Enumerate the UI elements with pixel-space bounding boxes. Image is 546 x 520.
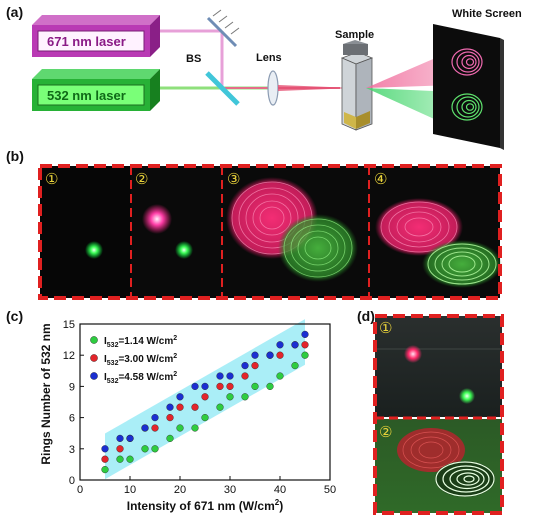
sample-cuvette bbox=[340, 40, 374, 131]
laser-671-box bbox=[32, 15, 160, 57]
point-s0-15 bbox=[291, 361, 299, 370]
point-s0-5 bbox=[166, 434, 174, 443]
point-s0-11 bbox=[241, 393, 249, 401]
point-s0-12 bbox=[251, 382, 259, 391]
point-s0-10 bbox=[226, 393, 234, 401]
point-s2-1 bbox=[116, 434, 124, 443]
point-s2-16 bbox=[301, 330, 309, 339]
y-axis-label: Rings Number of 532 nm bbox=[39, 323, 53, 464]
y-tick-label-1: 3 bbox=[69, 444, 75, 456]
point-s1-6 bbox=[176, 403, 184, 411]
y-tick-label-3: 9 bbox=[69, 381, 75, 393]
bs-label: BS bbox=[186, 53, 201, 65]
beam-splitter bbox=[205, 71, 240, 106]
point-s0-4 bbox=[151, 445, 159, 453]
laser-532-label: 532 nm laser bbox=[47, 88, 126, 103]
x-tick-label-2: 20 bbox=[174, 484, 186, 496]
white-screen bbox=[433, 24, 504, 150]
sample-label: Sample bbox=[335, 29, 374, 41]
point-s2-15 bbox=[291, 341, 299, 349]
point-s1-4 bbox=[151, 424, 159, 432]
legend-label-0: I532=1.14 W/cm2 bbox=[104, 335, 177, 349]
legend-label-2: I532=4.58 W/cm2 bbox=[104, 371, 177, 385]
point-s1-12 bbox=[251, 361, 259, 370]
point-s2-9 bbox=[216, 372, 224, 380]
b-sub-3: ③ bbox=[227, 170, 240, 188]
b-sub-4: ④ bbox=[374, 170, 387, 188]
point-s2-6 bbox=[176, 393, 184, 401]
point-s2-10 bbox=[226, 372, 234, 380]
laser-671-label: 671 nm laser bbox=[47, 34, 126, 49]
point-s1-5 bbox=[166, 413, 174, 422]
point-s2-0 bbox=[101, 445, 109, 453]
x-tick-label-4: 40 bbox=[274, 484, 286, 496]
d-sub-1: ① bbox=[379, 319, 392, 337]
d-sub-2: ② bbox=[379, 423, 392, 441]
point-s0-1 bbox=[116, 455, 124, 463]
laser-532-box bbox=[32, 69, 160, 111]
point-s1-7 bbox=[191, 403, 199, 411]
point-s0-3 bbox=[141, 445, 149, 453]
point-s0-9 bbox=[216, 403, 224, 411]
point-s0-0 bbox=[101, 466, 109, 474]
x-tick-label-1: 10 bbox=[124, 484, 136, 496]
point-s1-1 bbox=[116, 445, 124, 453]
legend-marker-1 bbox=[90, 354, 98, 362]
point-s1-0 bbox=[101, 455, 109, 463]
b-sub-2: ② bbox=[135, 170, 148, 188]
point-s0-6 bbox=[176, 424, 184, 432]
point-s2-11 bbox=[241, 361, 249, 370]
panel-b-label: (b) bbox=[6, 148, 24, 164]
point-s0-8 bbox=[201, 413, 209, 422]
x-axis-label: Intensity of 671 nm (W/cm2) bbox=[127, 498, 283, 513]
point-s0-13 bbox=[266, 382, 274, 391]
legend-label-1: I532=3.00 W/cm2 bbox=[104, 353, 177, 367]
rings-chart: 0 10 20 30 40 50 0 3 6 9 12 15 I532=1.14 W/cm2 I532=3… bbox=[39, 319, 336, 513]
point-s2-13 bbox=[266, 351, 274, 359]
point-s0-2 bbox=[126, 455, 134, 463]
panel-a-label: (a) bbox=[6, 4, 24, 20]
green-cone bbox=[366, 88, 454, 128]
legend-marker-2 bbox=[90, 372, 98, 380]
point-s1-14 bbox=[276, 351, 284, 359]
point-s2-12 bbox=[251, 351, 259, 359]
point-s0-14 bbox=[276, 372, 284, 380]
plot-frame bbox=[79, 323, 331, 481]
point-s1-10 bbox=[226, 382, 234, 391]
legend-marker-0 bbox=[90, 336, 98, 344]
x-tick-label-0: 0 bbox=[77, 484, 83, 496]
point-s2-7 bbox=[191, 382, 199, 391]
point-s2-4 bbox=[151, 413, 159, 422]
panel-d-label: (d) bbox=[357, 308, 375, 324]
point-s1-11 bbox=[241, 372, 249, 380]
point-s2-14 bbox=[276, 341, 284, 349]
x-tick-label-5: 50 bbox=[324, 484, 336, 496]
red-cone bbox=[366, 50, 454, 88]
setup-diagram: 671 nm laser 532 nm laser BS Lens Sample… bbox=[32, 8, 522, 150]
point-s2-3 bbox=[141, 424, 149, 432]
point-s0-16 bbox=[301, 351, 309, 359]
x-tick-label-3: 30 bbox=[224, 484, 236, 496]
y-tick-label-4: 12 bbox=[63, 350, 75, 362]
y-tick-label-2: 6 bbox=[69, 413, 75, 425]
mirror bbox=[206, 9, 240, 48]
y-tick-label-5: 15 bbox=[63, 319, 75, 331]
panel-c-label: (c) bbox=[6, 308, 24, 324]
point-s1-8 bbox=[201, 393, 209, 401]
point-s0-7 bbox=[191, 424, 199, 432]
lens-label: Lens bbox=[256, 52, 282, 64]
screen-label: White Screen bbox=[452, 8, 522, 20]
point-s1-9 bbox=[216, 382, 224, 391]
point-s2-5 bbox=[166, 403, 174, 411]
point-s1-16 bbox=[301, 341, 309, 349]
b-sub-1: ① bbox=[45, 170, 58, 188]
y-tick-label-0: 0 bbox=[69, 475, 75, 487]
point-s2-8 bbox=[201, 382, 209, 391]
point-s2-2 bbox=[126, 434, 134, 443]
panel-b-images: ① ② ③ ④ bbox=[38, 164, 502, 300]
